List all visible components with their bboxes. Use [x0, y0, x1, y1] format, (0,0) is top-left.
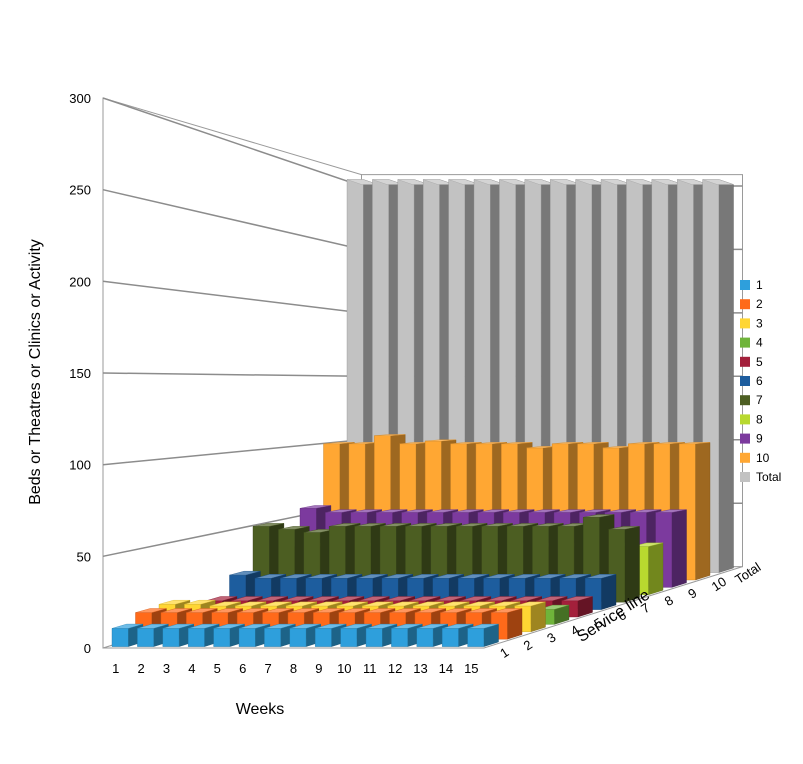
x-tick-label: 1 — [112, 661, 119, 676]
legend-swatch — [740, 356, 750, 367]
depth-tick-label: 2 — [521, 637, 535, 654]
legend-swatch — [740, 376, 750, 386]
legend-label: 9 — [756, 432, 763, 446]
legend-swatch — [740, 414, 750, 425]
y-tick-label: 100 — [69, 458, 91, 473]
x-tick-label: 2 — [137, 661, 144, 676]
x-tick-label: 5 — [214, 661, 221, 676]
x-tick-label: 10 — [337, 661, 351, 676]
y-axis-title: Beds or Theatres or Clinics or Activity — [27, 239, 44, 505]
bar-series-5-week-15 — [561, 596, 593, 618]
x-tick-label: 11 — [363, 661, 377, 676]
bar-series-1-week-15 — [467, 623, 499, 647]
legend: 1 2 3 4 5 6 7 8 9 10 Total — [740, 278, 781, 484]
legend-swatch — [740, 280, 750, 290]
legend-swatch — [740, 433, 750, 444]
legend-label: Total — [756, 470, 781, 484]
x-tick-label: 3 — [163, 661, 170, 676]
y-tick-label: 150 — [69, 366, 91, 381]
x-axis-title: Weeks — [236, 701, 285, 718]
x-tick-label: 13 — [413, 661, 427, 676]
legend-swatch — [740, 472, 750, 482]
y-tick-label: 0 — [84, 641, 91, 656]
legend-swatch — [740, 337, 750, 348]
legend-swatch — [740, 299, 750, 310]
legend-swatch — [740, 395, 750, 406]
depth-tick-label: 1 — [497, 644, 511, 661]
x-tick-label: 12 — [388, 661, 402, 676]
x-tick-label: 9 — [315, 661, 322, 676]
depth-tick-label: 9 — [685, 585, 699, 602]
legend-label: 8 — [756, 412, 763, 426]
legend-swatch — [740, 452, 750, 463]
bar-series-8-week-15 — [631, 542, 664, 596]
legend-label: 10 — [756, 451, 770, 465]
depth-tick-label: 8 — [662, 593, 676, 610]
x-tick-label: 8 — [290, 661, 297, 676]
x-tick-label: 4 — [188, 661, 195, 676]
y-tick-label: 300 — [69, 91, 91, 106]
depth-tick-label: 3 — [544, 630, 558, 647]
legend-label: 3 — [756, 316, 763, 330]
legend-label: 5 — [756, 355, 763, 369]
y-tick-label: 250 — [69, 183, 91, 198]
x-tick-label: 6 — [239, 661, 246, 676]
legend-swatch — [740, 318, 750, 329]
x-tick-label: 7 — [264, 661, 271, 676]
legend-label: 4 — [756, 336, 763, 350]
y-tick-label: 50 — [77, 549, 91, 564]
legend-label: 7 — [756, 393, 763, 407]
bar-series-1-week-9 — [315, 623, 347, 647]
legend-label: 6 — [756, 374, 763, 388]
legend-label: 2 — [756, 297, 763, 311]
x-tick-label: 15 — [464, 661, 478, 676]
legend-label: 1 — [756, 278, 763, 292]
depth-tick-label: 10 — [709, 574, 729, 594]
x-tick-label: 14 — [439, 661, 453, 676]
y-tick-label: 200 — [69, 274, 91, 289]
